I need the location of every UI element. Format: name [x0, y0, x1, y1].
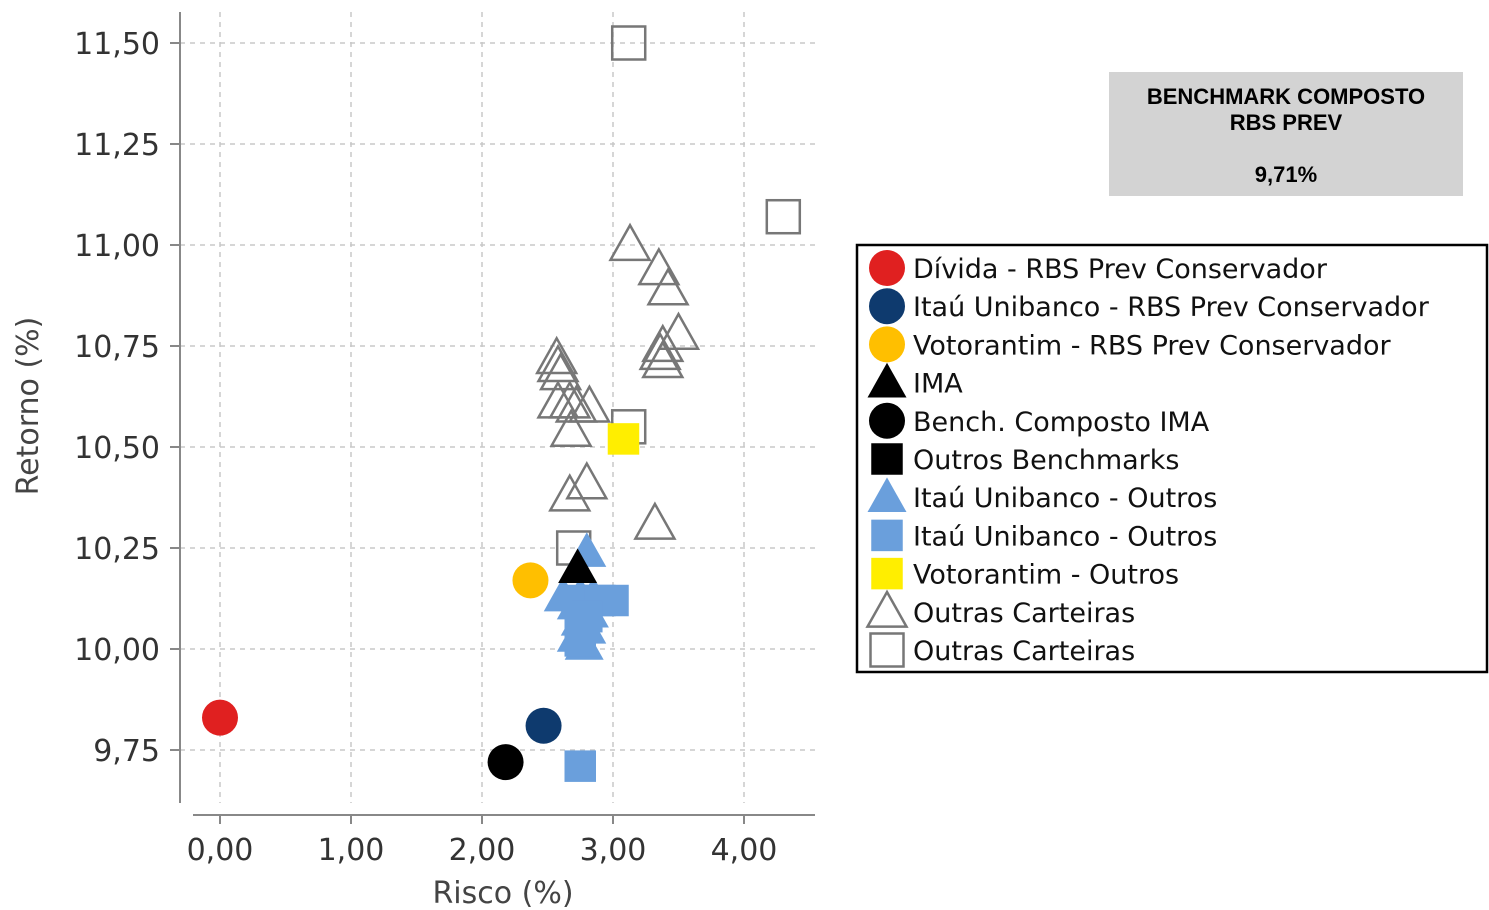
data-point — [564, 625, 596, 657]
grid — [170, 12, 815, 824]
legend-marker — [869, 632, 905, 668]
legend-marker — [869, 326, 905, 363]
y-tick-label: 11,00 — [74, 229, 160, 264]
data-point — [567, 384, 612, 423]
data-point — [548, 473, 592, 512]
legend-marker — [871, 443, 903, 475]
legend-marker — [869, 402, 905, 439]
x-tick-label: 2,00 — [449, 833, 516, 868]
data-point — [487, 744, 524, 781]
data-point — [638, 331, 682, 371]
data-points — [202, 25, 802, 782]
data-point — [202, 699, 238, 736]
data-point — [646, 267, 690, 306]
benchmark-title: BENCHMARK COMPOSTO RBS PREV — [1146, 84, 1426, 135]
legend-label: Outros Benchmarks — [913, 445, 1179, 476]
legend-label: Outras Carteiras — [913, 598, 1135, 629]
data-point — [558, 548, 598, 584]
y-tick-label: 11,25 — [74, 128, 160, 163]
tick-labels: 0,00 1,00 2,00 3,00 4,00 9,75 10,00 10,25 10,50 1… — [74, 27, 777, 868]
legend-marker — [869, 250, 905, 286]
legend-marker — [865, 589, 909, 628]
data-point — [565, 461, 609, 500]
x-tick-label: 0,00 — [187, 833, 254, 868]
data-point — [564, 750, 596, 782]
y-tick-label: 10,25 — [74, 532, 160, 567]
legend-marker — [871, 519, 903, 552]
legend-label: Dívida - RBS Prev Conservador — [913, 254, 1328, 285]
legend-marker — [867, 362, 907, 398]
benchmark-value: 9,71% — [1254, 162, 1318, 187]
data-point — [633, 501, 677, 540]
legend-label: Outras Carteiras — [913, 636, 1135, 667]
legend-label: Votorantim - RBS Prev Conservador — [913, 330, 1392, 361]
data-point — [656, 311, 701, 350]
legend: Dívida - RBS Prev Conservador Itaú Uniban… — [855, 243, 1489, 674]
legend-label: Itaú Unibanco - RBS Prev Conservador — [913, 292, 1430, 323]
x-tick-label: 3,00 — [580, 833, 647, 868]
y-tick-label: 10,50 — [74, 431, 160, 466]
x-axis-title: Risco (%) — [432, 876, 573, 910]
x-tick-label: 4,00 — [711, 833, 778, 868]
x-tick-label: 1,00 — [318, 833, 385, 868]
data-point — [608, 222, 652, 262]
data-point — [549, 408, 593, 447]
axes — [179, 12, 815, 816]
legend-label: Votorantim - Outros — [913, 560, 1179, 591]
data-point — [525, 707, 562, 744]
legend-marker — [867, 477, 907, 513]
data-point — [512, 562, 549, 599]
y-tick-label: 11,50 — [74, 27, 160, 62]
data-point — [548, 380, 592, 419]
data-point — [610, 25, 647, 61]
legend-marker — [869, 288, 905, 325]
benchmark-info-box: BENCHMARK COMPOSTO RBS PREV 9,71% — [1109, 72, 1463, 196]
legend-marker — [871, 557, 903, 590]
legend-label: Itaú Unibanco - Outros — [913, 521, 1217, 552]
y-axis-title: Retorno (%) — [11, 317, 46, 496]
data-point — [535, 335, 579, 375]
y-tick-label: 10,75 — [74, 330, 160, 365]
data-point — [641, 323, 685, 363]
data-point — [765, 198, 802, 235]
data-point — [607, 423, 640, 455]
legend-label: Itaú Unibanco - Outros — [913, 483, 1217, 514]
y-tick-label: 9,75 — [93, 734, 160, 769]
legend-label: Bench. Composto IMA — [913, 407, 1210, 438]
legend-frame — [855, 243, 1489, 674]
legend-label: IMA — [913, 369, 963, 400]
data-point — [641, 339, 685, 379]
y-tick-label: 10,00 — [74, 633, 160, 668]
